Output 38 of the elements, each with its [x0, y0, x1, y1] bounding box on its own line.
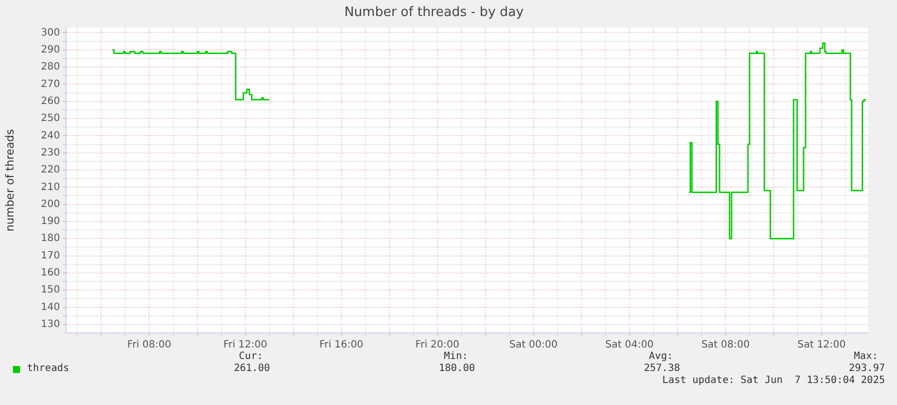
y-tick-label: 240: [40, 130, 60, 142]
y-tick-label: 180: [40, 233, 60, 244]
y-tick-label: 210: [40, 182, 60, 193]
text: Avg:: [648, 351, 673, 363]
text: 261.00: [234, 363, 270, 375]
y-tick-label: 190: [40, 216, 60, 228]
text: Min:: [444, 351, 468, 363]
chart-title: Number of threads - by day: [344, 5, 524, 20]
y-tick-label: 250: [40, 113, 60, 124]
legend-label: threads: [27, 363, 70, 375]
text: Last update: Sat Jun 7 13:50:04 2025: [662, 375, 885, 387]
y-tick-label: 150: [40, 284, 60, 296]
x-tick-label: Fri 20:00: [415, 340, 460, 351]
x-tick-label: Fri 08:00: [127, 340, 172, 351]
y-axis-title: number of threads: [3, 128, 16, 232]
y-tick-label: 270: [40, 78, 60, 90]
y-tick-label: 140: [40, 302, 60, 313]
y-tick-label: 200: [40, 198, 60, 210]
text: Max:: [854, 351, 878, 363]
x-tick-label: Sat 00:00: [509, 340, 558, 351]
y-tick-label: 130: [40, 319, 60, 330]
x-tick-label: Sat 08:00: [701, 340, 750, 351]
x-tick-label: Fri 16:00: [319, 340, 364, 351]
y-tick-label: 290: [40, 44, 60, 56]
text: 257.38: [644, 363, 680, 375]
y-tick-label: 160: [40, 268, 60, 279]
y-tick-label: 230: [40, 147, 60, 158]
text: Cur:: [238, 351, 263, 363]
y-tick-label: 170: [40, 250, 60, 262]
x-tick-label: Sat 04:00: [605, 340, 654, 351]
x-tick-label: Sat 12:00: [797, 340, 846, 351]
y-tick-label: 300: [40, 27, 60, 38]
text: 293.97: [848, 363, 885, 375]
y-tick-label: 280: [40, 62, 60, 73]
y-tick-label: 220: [40, 164, 60, 176]
y-tick-label: 260: [40, 96, 60, 107]
text: 180.00: [438, 363, 475, 375]
x-tick-label: Fri 12:00: [223, 340, 268, 351]
